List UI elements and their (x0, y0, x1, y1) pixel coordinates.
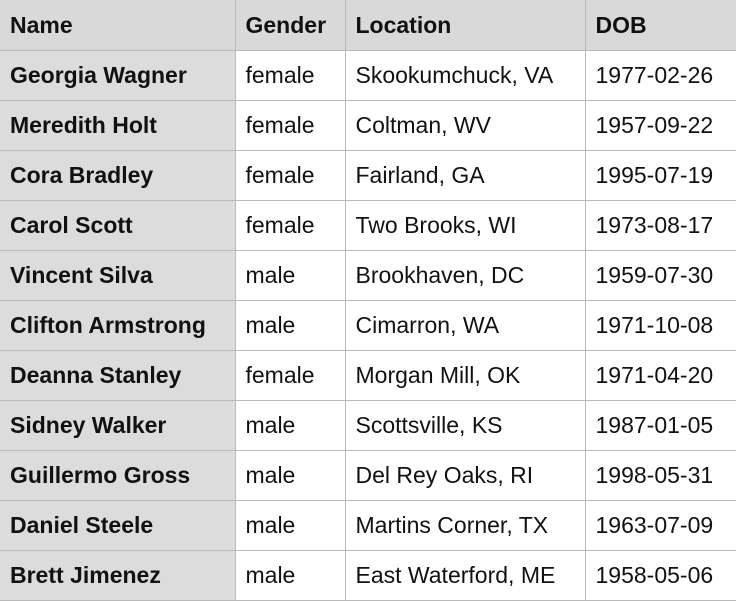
name-cell: Meredith Holt (0, 100, 236, 151)
table-row[interactable]: Georgia Wagner female Skookumchuck, VA 1… (0, 50, 736, 101)
gender-cell: male (234, 450, 346, 501)
name-cell: Deanna Stanley (0, 350, 236, 401)
table-row[interactable]: Sidney Walker male Scottsville, KS 1987-… (0, 400, 736, 451)
gender-cell: male (234, 550, 346, 601)
header-name[interactable]: Name (0, 0, 236, 51)
table-row[interactable]: Guillermo Gross male Del Rey Oaks, RI 19… (0, 450, 736, 501)
location-cell: Martins Corner, TX (344, 500, 586, 551)
gender-cell: male (234, 500, 346, 551)
name-cell: Carol Scott (0, 200, 236, 251)
dob-cell: 1977-02-26 (584, 50, 736, 101)
dob-cell: 1971-04-20 (584, 350, 736, 401)
table-row[interactable]: Meredith Holt female Coltman, WV 1957-09… (0, 100, 736, 151)
dob-cell: 1957-09-22 (584, 100, 736, 151)
name-cell: Guillermo Gross (0, 450, 236, 501)
dob-cell: 1987-01-05 (584, 400, 736, 451)
gender-cell: male (234, 250, 346, 301)
gender-cell: female (234, 350, 346, 401)
dob-cell: 1963-07-09 (584, 500, 736, 551)
location-cell: Coltman, WV (344, 100, 586, 151)
location-cell: Two Brooks, WI (344, 200, 586, 251)
name-cell: Vincent Silva (0, 250, 236, 301)
location-cell: Scottsville, KS (344, 400, 586, 451)
name-cell: Brett Jimenez (0, 550, 236, 601)
location-cell: Fairland, GA (344, 150, 586, 201)
table-row[interactable]: Brett Jimenez male East Waterford, ME 19… (0, 550, 736, 601)
header-dob[interactable]: DOB (584, 0, 736, 51)
name-cell: Sidney Walker (0, 400, 236, 451)
location-cell: Brookhaven, DC (344, 250, 586, 301)
dob-cell: 1971-10-08 (584, 300, 736, 351)
gender-cell: male (234, 400, 346, 451)
location-cell: Cimarron, WA (344, 300, 586, 351)
dob-cell: 1958-05-06 (584, 550, 736, 601)
name-cell: Clifton Armstrong (0, 300, 236, 351)
header-location[interactable]: Location (344, 0, 586, 51)
gender-cell: female (234, 200, 346, 251)
gender-cell: female (234, 150, 346, 201)
table-row[interactable]: Deanna Stanley female Morgan Mill, OK 19… (0, 350, 736, 401)
location-cell: East Waterford, ME (344, 550, 586, 601)
name-cell: Daniel Steele (0, 500, 236, 551)
gender-cell: female (234, 50, 346, 101)
name-cell: Cora Bradley (0, 150, 236, 201)
table-header: Name Gender Location DOB (0, 0, 736, 51)
table-row[interactable]: Clifton Armstrong male Cimarron, WA 1971… (0, 300, 736, 351)
location-cell: Skookumchuck, VA (344, 50, 586, 101)
dob-cell: 1995-07-19 (584, 150, 736, 201)
name-cell: Georgia Wagner (0, 50, 236, 101)
header-gender[interactable]: Gender (234, 0, 346, 51)
table-row[interactable]: Vincent Silva male Brookhaven, DC 1959-0… (0, 250, 736, 301)
dob-cell: 1973-08-17 (584, 200, 736, 251)
location-cell: Del Rey Oaks, RI (344, 450, 586, 501)
gender-cell: female (234, 100, 346, 151)
table-row[interactable]: Carol Scott female Two Brooks, WI 1973-0… (0, 200, 736, 251)
table-body: Georgia Wagner female Skookumchuck, VA 1… (0, 50, 736, 601)
dob-cell: 1998-05-31 (584, 450, 736, 501)
table-row[interactable]: Cora Bradley female Fairland, GA 1995-07… (0, 150, 736, 201)
location-cell: Morgan Mill, OK (344, 350, 586, 401)
table-row[interactable]: Daniel Steele male Martins Corner, TX 19… (0, 500, 736, 551)
gender-cell: male (234, 300, 346, 351)
header-row: Name Gender Location DOB (0, 0, 736, 51)
dob-cell: 1959-07-30 (584, 250, 736, 301)
